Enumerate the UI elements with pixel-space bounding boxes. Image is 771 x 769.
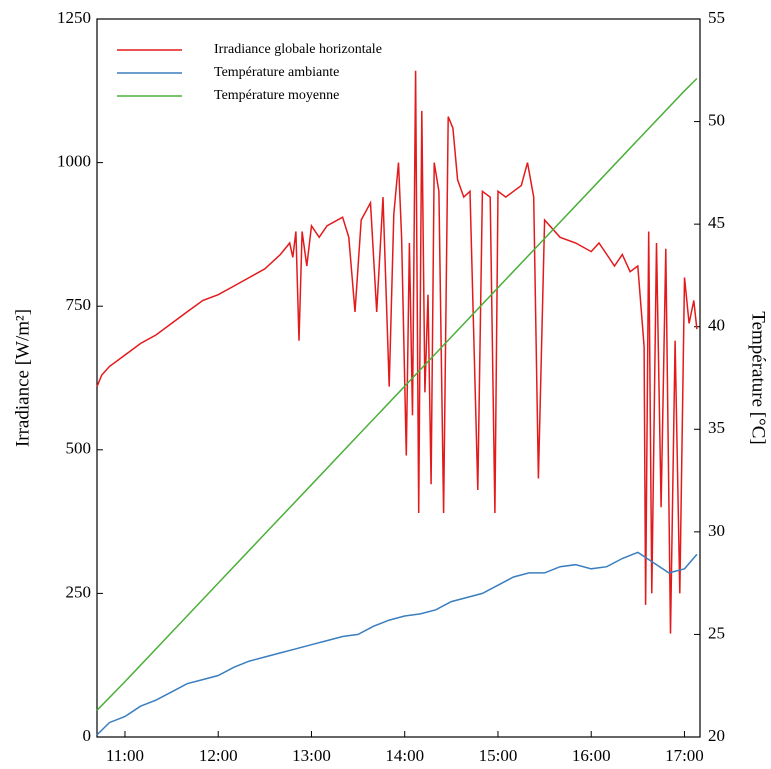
- y-tick-label: 500: [66, 439, 92, 458]
- x-tick-label: 14:00: [385, 746, 424, 765]
- series-line: [96, 70, 698, 634]
- y-axis-label: Irradiance [W/m²]: [12, 309, 33, 447]
- x-tick-label: 15:00: [479, 746, 518, 765]
- y2-tick-label: 20: [708, 726, 725, 745]
- y2-tick-label: 30: [708, 521, 725, 540]
- x-tick-label: 17:00: [665, 746, 704, 765]
- series-line: [96, 551, 698, 736]
- x-tick-label: 11:00: [106, 746, 144, 765]
- y-tick-label: 750: [66, 295, 92, 314]
- x-tick-label: 13:00: [292, 746, 331, 765]
- y2-tick-label: 40: [708, 316, 725, 335]
- legend-label: Température moyenne: [214, 88, 339, 103]
- y2-tick-label: 50: [708, 110, 725, 129]
- series-line: [96, 77, 698, 711]
- y2-tick-label: 25: [708, 623, 725, 642]
- y2-axis-label: Température [°C]: [748, 311, 769, 444]
- y-tick-label: 0: [83, 726, 92, 745]
- y-tick-label: 1000: [57, 152, 91, 171]
- y2-tick-label: 45: [708, 213, 725, 232]
- y-tick-label: 250: [66, 582, 92, 601]
- y-tick-label: 1250: [57, 8, 91, 27]
- legend-label: Température ambiante: [214, 65, 339, 80]
- legend-label: Irradiance globale horizontale: [214, 42, 382, 57]
- y2-tick-label: 35: [708, 418, 725, 437]
- x-tick-label: 16:00: [572, 746, 611, 765]
- x-tick-label: 12:00: [199, 746, 238, 765]
- plot-frame: [96, 18, 701, 738]
- y2-tick-label: 55: [708, 8, 725, 27]
